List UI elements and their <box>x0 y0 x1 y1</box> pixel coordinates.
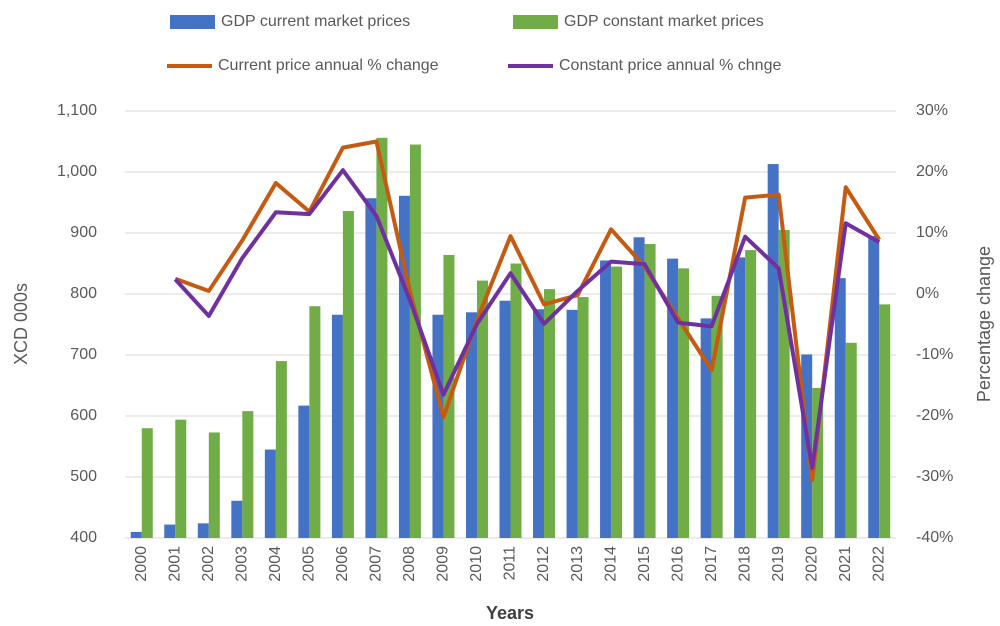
y2-tick-label: -20% <box>916 407 953 424</box>
bar <box>342 211 354 539</box>
bar <box>409 144 421 539</box>
bar <box>365 198 377 539</box>
x-tick-label: 2022 <box>870 546 887 582</box>
x-tick-label: 2008 <box>401 546 418 582</box>
bar <box>432 314 444 538</box>
bar <box>868 236 880 539</box>
bar <box>309 306 321 538</box>
y-tick-label: 900 <box>70 224 97 241</box>
bar <box>667 258 679 538</box>
bar <box>778 229 790 538</box>
legend-label: GDP constant market prices <box>564 13 764 30</box>
x-tick-label: 2017 <box>703 546 720 582</box>
bar <box>700 318 712 538</box>
bar <box>544 289 556 538</box>
x-tick-label: 2009 <box>435 546 452 582</box>
x-tick-label: 2010 <box>468 546 485 582</box>
bar <box>175 419 187 538</box>
bar <box>600 260 612 538</box>
bar <box>834 278 846 538</box>
bar <box>644 243 656 539</box>
x-tick-label: 2015 <box>636 546 653 582</box>
bar <box>298 405 310 538</box>
bar <box>510 263 522 538</box>
x-tick-label: 2005 <box>301 546 318 582</box>
y2-tick-label: -30% <box>916 468 953 485</box>
bar <box>577 297 589 538</box>
y-tick-label: 500 <box>70 468 97 485</box>
legend-swatch <box>513 15 558 29</box>
bar <box>398 195 410 539</box>
y2-tick-label: 20% <box>916 163 948 180</box>
legend-swatch <box>170 15 215 29</box>
y-tick-label: 1,000 <box>57 163 97 180</box>
bar <box>231 500 243 538</box>
bar <box>208 432 220 538</box>
bar <box>678 268 690 538</box>
legend-label: GDP current market prices <box>221 13 410 30</box>
x-tick-label: 2011 <box>502 546 519 581</box>
x-tick-label: 2016 <box>669 546 686 582</box>
x-tick-label: 2007 <box>368 546 385 582</box>
y-tick-label: 700 <box>70 346 97 363</box>
line <box>173 168 881 470</box>
y2-tick-label: -10% <box>916 346 953 363</box>
y2-tick-label: 0% <box>916 285 939 302</box>
x-tick-label: 2014 <box>602 546 619 582</box>
x-tick-label: 2001 <box>167 546 184 582</box>
y-axis-title: XCD 000s <box>11 283 31 365</box>
y2-tick-label: 30% <box>916 102 948 119</box>
bar <box>611 266 623 538</box>
y2-tick-label: -40% <box>916 529 953 546</box>
x-tick-label: 2019 <box>770 546 787 582</box>
x-tick-label: 2012 <box>535 546 552 582</box>
bar <box>633 237 645 538</box>
x-tick-label: 2018 <box>736 546 753 582</box>
bar <box>130 531 142 538</box>
bar <box>745 250 757 538</box>
x-tick-label: 2020 <box>803 546 820 582</box>
y-tick-label: 600 <box>70 407 97 424</box>
bar <box>734 257 746 538</box>
y2-axis-title: Percentage change <box>974 246 994 402</box>
x-tick-label: 2002 <box>200 546 217 582</box>
x-tick-label: 2004 <box>267 546 284 582</box>
x-tick-label: 2003 <box>234 546 251 582</box>
x-tick-label: 2021 <box>837 546 854 582</box>
y2-tick-label: 10% <box>916 224 948 241</box>
legend-label: Constant price annual % chnge <box>559 57 781 74</box>
legend-label: Current price annual % change <box>218 57 439 74</box>
bar <box>879 304 891 538</box>
bar <box>275 361 287 538</box>
x-tick-label: 2006 <box>334 546 351 582</box>
bar <box>812 387 824 538</box>
bar <box>164 524 176 538</box>
bar <box>264 449 276 538</box>
y-tick-label: 400 <box>70 529 97 546</box>
bar <box>533 309 545 538</box>
bar <box>476 280 488 538</box>
y-tick-label: 1,100 <box>57 102 97 119</box>
line <box>174 139 881 483</box>
bar <box>141 428 153 538</box>
bar <box>197 523 209 538</box>
bar <box>711 295 723 538</box>
bar <box>465 312 477 538</box>
bar <box>376 137 388 538</box>
x-tick-label: 2000 <box>133 546 150 582</box>
bar <box>499 300 511 538</box>
y-tick-label: 800 <box>70 285 97 302</box>
bar <box>566 309 578 538</box>
x-tick-label: 2013 <box>569 546 586 582</box>
bar <box>242 411 254 538</box>
bar <box>845 342 857 538</box>
bar <box>767 164 779 538</box>
x-axis-title: Years <box>486 603 534 623</box>
bar <box>331 314 343 538</box>
